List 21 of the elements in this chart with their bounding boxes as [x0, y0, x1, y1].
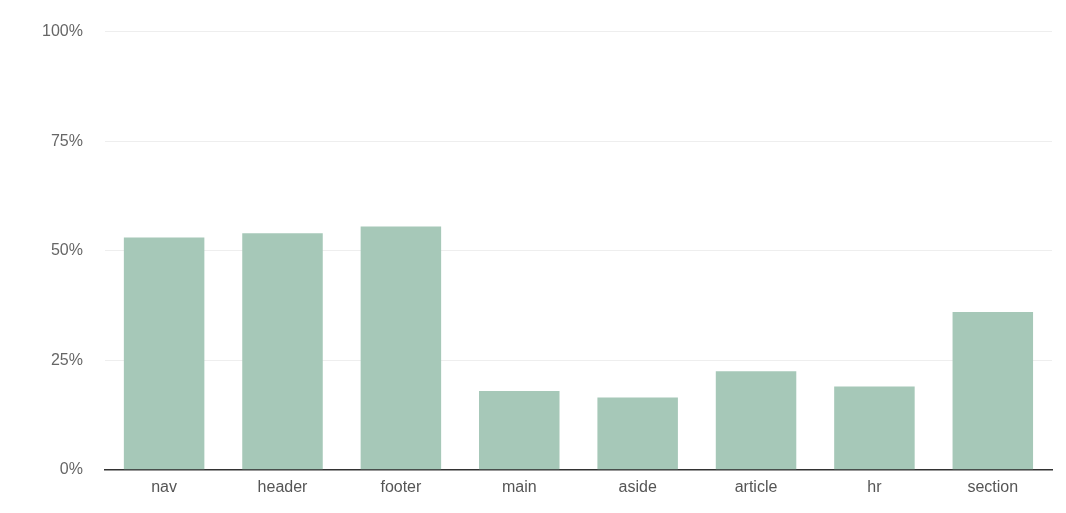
bar: [479, 390, 560, 470]
bar: [834, 386, 915, 470]
x-tick-label: aside: [618, 477, 657, 495]
x-tick-label: nav: [151, 477, 178, 495]
bar: [360, 226, 442, 470]
bar: [242, 233, 323, 470]
y-tick-label: 75%: [50, 131, 83, 149]
bar: [715, 371, 797, 470]
y-tick-label: 25%: [50, 350, 83, 368]
bar: [597, 397, 678, 470]
x-tick-label: footer: [380, 477, 423, 495]
x-tick-label: main: [501, 477, 537, 495]
y-tick-label: 50%: [50, 241, 83, 259]
y-tick-label: 0%: [59, 460, 83, 478]
x-tick-label: header: [257, 477, 309, 495]
bar: [123, 237, 205, 470]
y-tick-label: 100%: [42, 22, 83, 40]
x-tick-label: section: [967, 477, 1019, 495]
x-tick-label: hr: [867, 477, 883, 495]
x-tick-label: article: [734, 477, 778, 495]
bar: [952, 312, 1034, 470]
